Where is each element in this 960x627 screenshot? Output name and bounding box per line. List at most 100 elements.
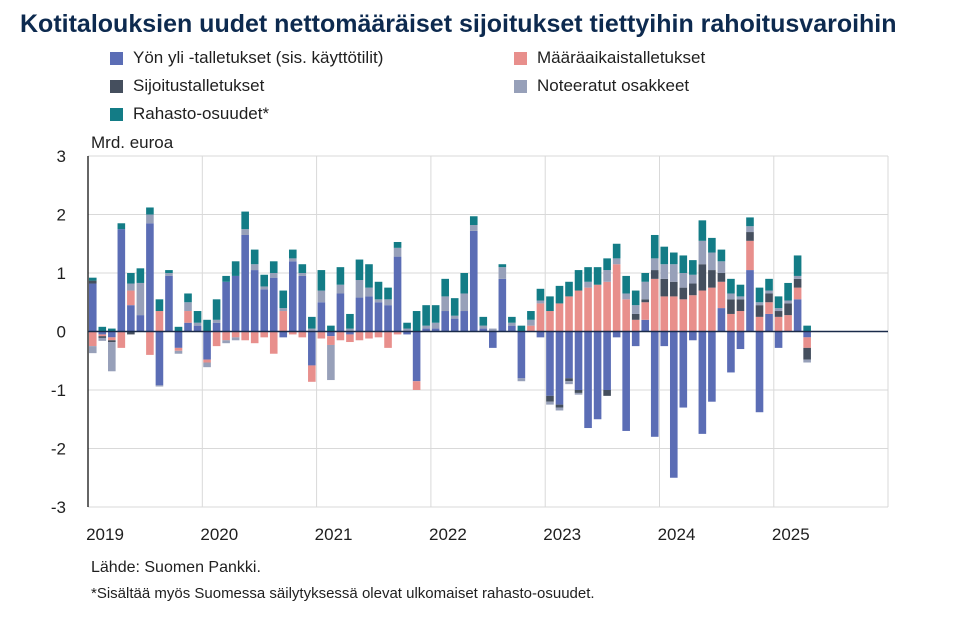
x-tick-label: 2019 [86, 525, 124, 544]
bar-segment-maaraaika [260, 331, 269, 338]
bar-segment-maaraaika [736, 311, 745, 332]
bar-segment-maaraaika [603, 281, 611, 332]
bar-segment-rahasto [212, 299, 221, 320]
bar-segment-yon_yli [803, 331, 811, 338]
bar-segment-rahasto [469, 216, 478, 226]
bar-segment-osakkeet [460, 293, 469, 312]
bar-segment-rahasto [669, 252, 678, 265]
bar-segment-maaraaika [174, 347, 183, 351]
bar-segment-maaraaika [212, 331, 221, 347]
bar-segment-osakkeet [288, 258, 297, 262]
bar-segment-osakkeet [727, 293, 735, 300]
bar-segment-rahasto [136, 268, 145, 283]
bar-segment-rahasto [308, 316, 316, 329]
bar-segment-yon_yli [736, 331, 745, 350]
bar-segment-osakkeet [679, 273, 688, 288]
bar-segment-maaraaika [327, 336, 335, 345]
bar-segment-yon_yli [479, 328, 488, 332]
bar-segment-osakkeet [546, 401, 554, 405]
bar-segment-yon_yli [279, 331, 288, 338]
bar-segment-yon_yli [622, 331, 630, 431]
bar-segment-maaraaika [346, 334, 354, 343]
bar-segment-osakkeet [793, 275, 802, 279]
bar-segment-yon_yli [689, 331, 697, 341]
bar-segment-rahasto [784, 282, 792, 301]
bar-segment-rahasto [250, 249, 259, 265]
bar-segment-yon_yli [136, 315, 145, 332]
bar-segment-osakkeet [641, 281, 650, 300]
bar-segment-rahasto [431, 305, 440, 323]
bar-segment-yon_yli [555, 331, 564, 405]
legend-swatch-rahasto [110, 107, 123, 121]
chart-title: Kotitalouksien uudet nettomääräiset sijo… [20, 10, 897, 38]
bar-segment-maaraaika [269, 331, 278, 354]
bar-segment-rahasto [165, 270, 173, 273]
bar-segment-rahasto [393, 241, 402, 248]
bar-segment-rahasto [603, 258, 611, 271]
bar-segment-yon_yli [660, 331, 669, 347]
bar-segment-maaraaika [279, 311, 288, 332]
bar-segment-yon_yli [193, 325, 202, 332]
bar-segment-osakkeet [803, 359, 811, 363]
bar-segment-maaraaika [793, 287, 802, 300]
bar-segment-rahasto [374, 281, 383, 300]
bar-segment-yon_yli [698, 331, 707, 434]
bar-segment-maaraaika [203, 359, 211, 363]
bar-segment-yon_yli [250, 270, 259, 332]
bar-segment-osakkeet [489, 328, 497, 332]
bar-segment-sijoitus [746, 232, 754, 241]
bar-segment-osakkeet [774, 308, 783, 312]
legend-swatch-maaraaika [514, 51, 527, 65]
bar-segment-maaraaika [698, 290, 707, 332]
bar-segment-maaraaika [641, 302, 650, 320]
bar-segment-sijoitus [574, 390, 583, 393]
bar-segment-maaraaika [393, 331, 402, 335]
bar-segment-osakkeet [565, 381, 573, 385]
bar-segment-maaraaika [717, 281, 726, 309]
bar-segment-maaraaika [565, 296, 573, 332]
bar-segment-osakkeet [384, 299, 392, 306]
bar-segment-rahasto [384, 287, 392, 300]
bar-segment-rahasto [241, 211, 249, 230]
legend-label-rahasto: Rahasto-osuudet* [133, 104, 270, 123]
bar-segment-rahasto [174, 326, 183, 332]
bar-segment-rahasto [803, 325, 811, 332]
bar-segment-maaraaika [88, 331, 97, 347]
bar-segment-maaraaika [317, 331, 326, 339]
legend-swatch-osakkeet [514, 79, 527, 93]
bar-segment-sijoitus [717, 273, 726, 282]
x-tick-labels: 2019 2020 2021 2022 2023 2024 2025 [86, 525, 810, 544]
bar-segment-rahasto [536, 288, 545, 301]
bar-segment-yon_yli [593, 331, 602, 420]
bar-segment-osakkeet [222, 340, 230, 344]
bar-segment-yon_yli [365, 296, 373, 332]
bar-segment-rahasto [574, 270, 583, 291]
bar-segment-osakkeet [765, 290, 773, 294]
bar-segment-maaraaika [660, 296, 669, 332]
bar-segment-sijoitus [803, 347, 811, 360]
y-axis-unit-label: Mrd. euroa [91, 133, 174, 152]
bar-segment-rahasto [260, 274, 269, 287]
bar-segment-maaraaika [679, 299, 688, 332]
bar-segment-yon_yli [155, 331, 164, 386]
bar-segment-maaraaika [546, 311, 554, 332]
bar-segment-yon_yli [384, 305, 392, 332]
bar-segment-rahasto [517, 325, 526, 332]
bar-segment-maaraaika [765, 302, 773, 314]
bar-segment-maaraaika [612, 264, 621, 332]
bar-segment-yon_yli [584, 331, 592, 429]
bar-segment-rahasto [660, 246, 669, 265]
bar-segment-osakkeet [146, 214, 154, 224]
bar-segment-yon_yli [669, 331, 678, 478]
bar-segment-osakkeet [269, 273, 278, 278]
bar-segment-rahasto [679, 255, 688, 273]
bar-segment-maaraaika [98, 334, 107, 337]
bars [88, 207, 811, 478]
y-tick-label: -3 [51, 498, 66, 517]
bar-segment-yon_yli [184, 322, 192, 332]
bar-segment-osakkeet [346, 328, 354, 332]
bar-segment-yon_yli [746, 270, 754, 332]
bar-segment-yon_yli [774, 331, 783, 348]
bar-segment-osakkeet [479, 325, 488, 329]
bar-segment-maaraaika [222, 331, 230, 341]
